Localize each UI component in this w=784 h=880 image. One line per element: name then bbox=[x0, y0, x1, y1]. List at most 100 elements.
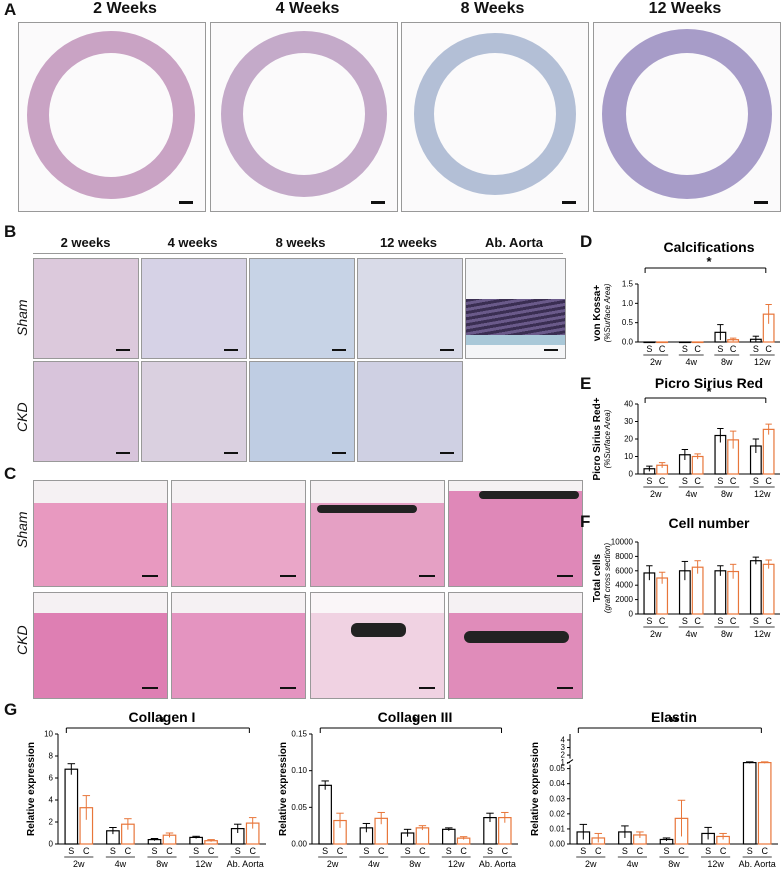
background-region bbox=[172, 593, 305, 613]
y-axis-label: Relative expression bbox=[278, 742, 289, 836]
category-label: Ab. Aorta bbox=[739, 859, 776, 869]
scale-bar bbox=[280, 575, 296, 577]
y-tick-label: 2000 bbox=[615, 595, 633, 604]
y-tick-label: 1.0 bbox=[622, 299, 634, 308]
scale-bar bbox=[371, 201, 385, 204]
group-tick-label: S bbox=[717, 476, 723, 486]
group-tick-label: C bbox=[337, 846, 344, 856]
graft-ring bbox=[602, 29, 772, 199]
category-label: 12w bbox=[754, 629, 771, 639]
chart-cell-number: Cell number Total cells (graft cross secti… bbox=[592, 515, 780, 639]
category-label: 4w bbox=[685, 489, 697, 499]
micrograph-c-sham-8w bbox=[310, 480, 445, 587]
significance-marker: * bbox=[412, 714, 418, 729]
scale-bar bbox=[557, 575, 573, 577]
category-label: 4w bbox=[368, 859, 380, 869]
aorta-adventitia bbox=[466, 335, 565, 345]
category-label: 4w bbox=[685, 629, 697, 639]
micrograph-b-ckd-8w bbox=[249, 361, 355, 462]
panel-b-header-rule bbox=[33, 253, 563, 254]
y-tick-label: 1.5 bbox=[622, 280, 634, 289]
y-tick-label: 8000 bbox=[615, 552, 633, 561]
scale-bar bbox=[419, 687, 435, 689]
y-tick-label: 0.05 bbox=[291, 803, 307, 812]
row-label-sham: Sham bbox=[14, 299, 30, 336]
scale-bar bbox=[142, 575, 158, 577]
y-axis-sublabel: (graft cross section) bbox=[603, 543, 612, 614]
y-tick-label: 0.00 bbox=[291, 840, 307, 849]
y-tick-label: 1 bbox=[561, 758, 566, 767]
micrograph-b-ckd-4w bbox=[141, 361, 247, 462]
chart-title: Collagen III bbox=[378, 709, 453, 725]
significance-marker: ** bbox=[669, 714, 680, 729]
micrograph-b-sham-8w bbox=[249, 258, 355, 359]
micrograph-c-sham-2w bbox=[33, 480, 168, 587]
group-tick-label: S bbox=[682, 616, 688, 626]
category-label: 2w bbox=[650, 357, 662, 367]
graft-section-2w bbox=[18, 22, 206, 212]
chart-picro-sirius-red: Picro Sirius Red Picro Sirius Red+ (%Surfa… bbox=[592, 375, 780, 499]
von-kossa-deposit bbox=[351, 623, 406, 637]
category-label: 8w bbox=[721, 489, 733, 499]
category-label: 8w bbox=[721, 357, 733, 367]
scale-bar bbox=[224, 349, 238, 351]
group-tick-label: C bbox=[460, 846, 467, 856]
category-label: 8w bbox=[721, 629, 733, 639]
group-tick-label: S bbox=[405, 846, 411, 856]
group-tick-label: S bbox=[646, 616, 652, 626]
group-tick-label: S bbox=[747, 846, 753, 856]
group-tick-label: C bbox=[378, 846, 385, 856]
category-label: 2w bbox=[327, 859, 339, 869]
y-tick-label: 3 bbox=[561, 743, 566, 752]
group-tick-label: C bbox=[595, 846, 602, 856]
category-label: 12w bbox=[754, 357, 771, 367]
y-tick-label: 10 bbox=[624, 452, 633, 461]
group-tick-label: C bbox=[83, 846, 90, 856]
bar-C-12w bbox=[762, 428, 775, 475]
y-tick-label: 4 bbox=[561, 736, 566, 745]
bar-S-Ab. Aorta bbox=[742, 761, 757, 845]
panel-b-title-8w: 8 weeks bbox=[275, 235, 326, 250]
row-label-ckd-c: CKD bbox=[14, 625, 30, 655]
panel-a-title-2w: 2 Weeks bbox=[93, 0, 157, 17]
y-tick-label: 0.02 bbox=[549, 809, 565, 818]
group-tick-label: S bbox=[446, 846, 452, 856]
group-tick-label: C bbox=[678, 846, 685, 856]
category-label: 4w bbox=[115, 859, 127, 869]
y-tick-label: 2 bbox=[49, 818, 54, 827]
bar-S-12w bbox=[442, 828, 456, 845]
y-tick-label: 20 bbox=[624, 435, 633, 444]
row-label-ckd: CKD bbox=[14, 402, 30, 432]
category-label: 2w bbox=[650, 489, 662, 499]
graft-section-12w bbox=[593, 22, 781, 212]
scale-bar bbox=[440, 452, 454, 454]
chart-elastin: Elastin Relative expression 0.00 0.01 0.02 0.… bbox=[530, 709, 778, 869]
y-tick-label: 0.05 bbox=[549, 764, 565, 773]
group-tick-label: C bbox=[166, 846, 173, 856]
y-tick-label: 40 bbox=[624, 400, 633, 409]
group-tick-label: S bbox=[152, 846, 158, 856]
group-tick-label: C bbox=[730, 344, 737, 354]
y-tick-label: 8 bbox=[49, 752, 54, 761]
group-tick-label: C bbox=[730, 476, 737, 486]
micrograph-b-sham-4w bbox=[141, 258, 247, 359]
group-tick-label: S bbox=[193, 846, 199, 856]
category-label: 12w bbox=[195, 859, 212, 869]
group-tick-label: C bbox=[730, 616, 737, 626]
y-tick-label: 0.04 bbox=[549, 779, 565, 788]
panel-letter-c: C bbox=[4, 464, 17, 483]
background-region bbox=[449, 481, 582, 491]
category-label: Ab. Aorta bbox=[227, 859, 264, 869]
scale-bar bbox=[557, 687, 573, 689]
scale-bar bbox=[179, 201, 193, 204]
chart-title: Collagen I bbox=[129, 709, 196, 725]
panel-a-title-12w: 12 Weeks bbox=[648, 0, 722, 17]
y-axis-label: Picro Sirius Red+ bbox=[592, 397, 603, 480]
bar-S-12w bbox=[749, 560, 762, 615]
bar-S-2w bbox=[64, 768, 79, 845]
y-tick-label: 0.0 bbox=[622, 338, 634, 347]
micrograph-c-ckd-12w bbox=[448, 592, 583, 699]
group-tick-label: C bbox=[659, 616, 666, 626]
group-tick-label: C bbox=[659, 344, 666, 354]
y-axis-label: Relative expression bbox=[530, 742, 541, 836]
